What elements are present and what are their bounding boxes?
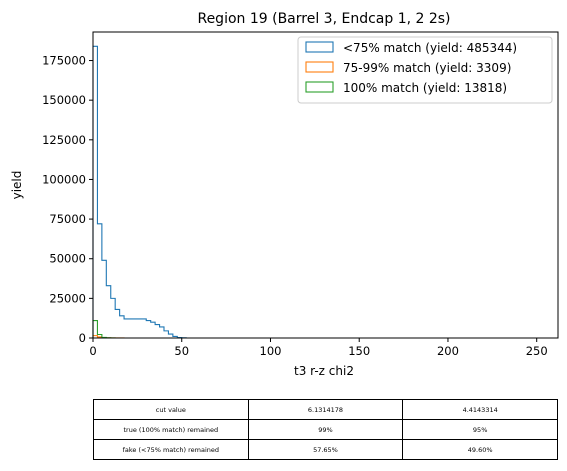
legend-swatch xyxy=(305,41,334,53)
y-axis: 0 25000 50000 75000 100000 125000 150000 175000 xyxy=(42,54,93,345)
x-tick-label: 100 xyxy=(260,344,282,358)
table-row: cut value 6.1314178 4.4143314 xyxy=(93,399,558,420)
histogram-series-2 xyxy=(92,320,546,339)
legend-swatch xyxy=(305,61,334,73)
x-axis-label: t3 r-z chi2 xyxy=(294,364,354,378)
y-axis-label: yield xyxy=(10,171,24,200)
table-row: fake (<75% match) remained 57.65% 49.60% xyxy=(93,439,558,460)
histogram-series-0 xyxy=(92,45,546,339)
legend-box xyxy=(297,36,553,104)
x-tick-label: 200 xyxy=(437,344,459,358)
x-tick-label: 0 xyxy=(89,344,96,358)
legend-swatch xyxy=(305,81,334,93)
table-cell: fake (<75% match) remained xyxy=(93,439,249,460)
y-tick-label: 175000 xyxy=(42,54,86,68)
histogram-chart: Region 19 (Barrel 3, Endcap 1, 2 2s) 0 50… xyxy=(10,11,559,378)
table-cell: 99% xyxy=(247,419,404,440)
plot-frame xyxy=(92,31,559,339)
table-cell: 4.4143314 xyxy=(402,399,558,420)
cut-table: cut value 6.1314178 4.4143314 true (100%… xyxy=(93,399,558,460)
y-tick-label: 50000 xyxy=(49,252,86,266)
x-tick-label: 250 xyxy=(526,344,548,358)
y-tick-label: 100000 xyxy=(42,172,86,186)
y-tick-label: 75000 xyxy=(49,212,86,226)
x-tick-label: 150 xyxy=(348,344,370,358)
legend-label: <75% match (yield: 485344) xyxy=(343,41,517,55)
table-row: true (100% match) remained 99% 95% xyxy=(93,419,558,440)
table-cell: 57.65% xyxy=(247,439,404,460)
table-cell: 49.60% xyxy=(402,439,558,460)
chart-title: Region 19 (Barrel 3, Endcap 1, 2 2s) xyxy=(197,11,450,27)
y-tick-label: 150000 xyxy=(42,93,86,107)
x-tick-label: 50 xyxy=(174,344,189,358)
y-tick-label: 25000 xyxy=(49,291,86,305)
table-cell: cut value xyxy=(93,399,249,420)
y-tick-label: 125000 xyxy=(42,133,86,147)
table-cell: 6.1314178 xyxy=(247,399,404,420)
legend-label: 75-99% match (yield: 3309) xyxy=(343,61,511,75)
table-cell: 95% xyxy=(402,419,558,440)
y-tick-label: 0 xyxy=(79,331,86,345)
x-axis: 0 50 100 150 200 250 xyxy=(89,338,548,358)
legend-label: 100% match (yield: 13818) xyxy=(343,81,507,95)
table-cell: true (100% match) remained xyxy=(93,419,249,440)
legend: <75% match (yield: 485344) 75-99% match (… xyxy=(297,36,553,104)
